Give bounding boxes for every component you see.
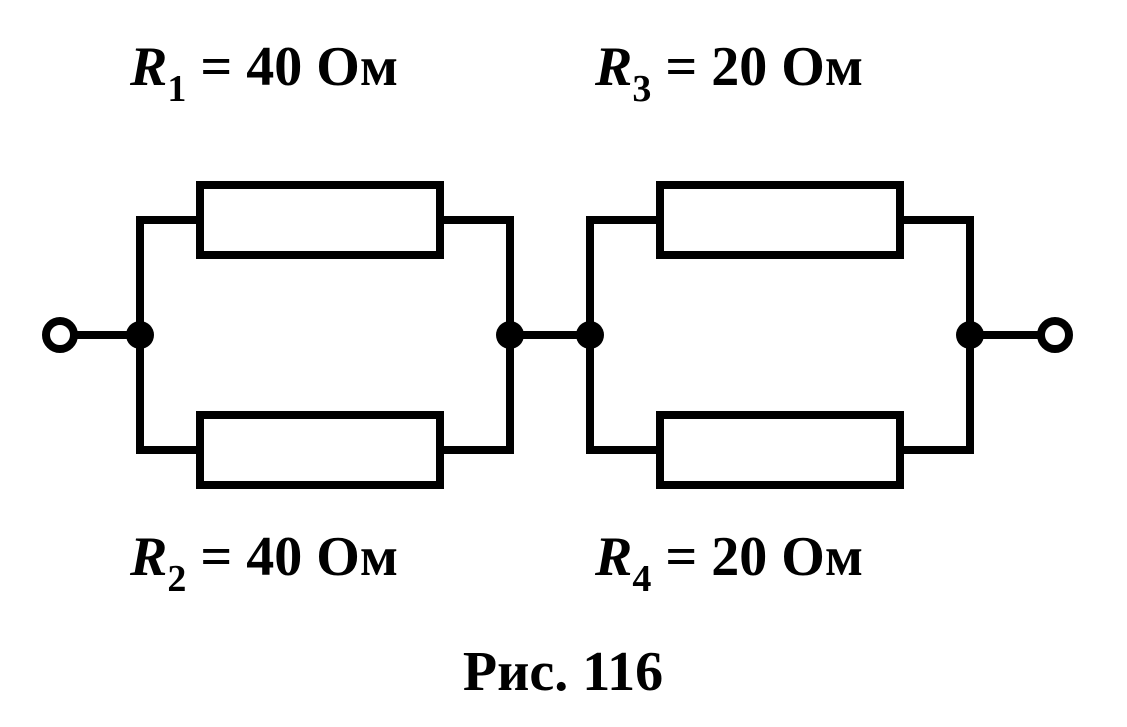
node-d xyxy=(956,321,984,349)
label-r1: R1 = 40 Ом xyxy=(129,36,398,110)
resistor-r2 xyxy=(200,415,440,485)
node-a xyxy=(126,321,154,349)
figure-caption: Рис. 116 xyxy=(463,641,663,703)
label-r4: R4 = 20 Ом xyxy=(594,526,863,600)
terminal-left xyxy=(46,321,74,349)
node-c xyxy=(576,321,604,349)
label-r2: R2 = 40 Ом xyxy=(129,526,398,600)
resistor-r3 xyxy=(660,185,900,255)
resistor-r1 xyxy=(200,185,440,255)
resistor-r4 xyxy=(660,415,900,485)
node-b xyxy=(496,321,524,349)
label-r3: R3 = 20 Ом xyxy=(594,36,863,110)
terminal-right xyxy=(1041,321,1069,349)
